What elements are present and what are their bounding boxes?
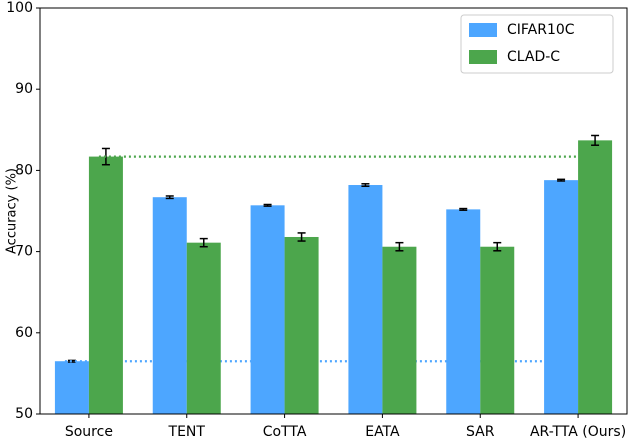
legend-swatch bbox=[469, 50, 497, 64]
error-bar bbox=[591, 134, 600, 146]
x-tick-label: TENT bbox=[168, 424, 206, 440]
bar bbox=[88, 156, 123, 414]
y-tick-label: 90 bbox=[15, 81, 33, 97]
x-tick-label: AR-TTA (Ours) bbox=[530, 424, 626, 440]
bar bbox=[348, 185, 383, 414]
error-bar bbox=[395, 241, 404, 252]
plot-frame bbox=[39, 7, 628, 415]
error-bar bbox=[199, 237, 208, 248]
x-tick-label: SAR bbox=[466, 424, 495, 440]
bar bbox=[480, 246, 515, 414]
bar bbox=[186, 242, 221, 414]
error-bar bbox=[263, 203, 272, 207]
bar bbox=[284, 236, 319, 414]
y-tick-label: 50 bbox=[15, 406, 33, 422]
error-bar bbox=[297, 232, 306, 242]
legend-label: CLAD-C bbox=[507, 49, 560, 65]
bar bbox=[578, 140, 613, 414]
bar bbox=[446, 209, 481, 414]
bar bbox=[152, 197, 187, 414]
x-tick-label: Source bbox=[65, 424, 113, 440]
legend-swatch bbox=[469, 23, 497, 37]
x-tick-label: EATA bbox=[365, 424, 400, 440]
x-tick-label: CoTTA bbox=[263, 424, 307, 440]
bar bbox=[54, 361, 89, 414]
y-tick-label: 80 bbox=[15, 162, 33, 178]
bar bbox=[544, 180, 579, 414]
y-tick-label: 100 bbox=[6, 0, 33, 16]
error-bar bbox=[493, 241, 502, 252]
y-tick-label: 60 bbox=[15, 325, 33, 341]
y-axis-label: Accuracy (%) bbox=[5, 168, 20, 254]
error-bar bbox=[361, 183, 370, 187]
error-bar bbox=[557, 178, 566, 182]
legend-label: CIFAR10C bbox=[507, 22, 575, 38]
bar bbox=[382, 246, 417, 414]
error-bar bbox=[459, 207, 468, 211]
error-bar bbox=[165, 195, 174, 200]
bar bbox=[250, 205, 285, 414]
legend-box bbox=[460, 14, 614, 74]
y-tick-label: 70 bbox=[15, 244, 33, 260]
